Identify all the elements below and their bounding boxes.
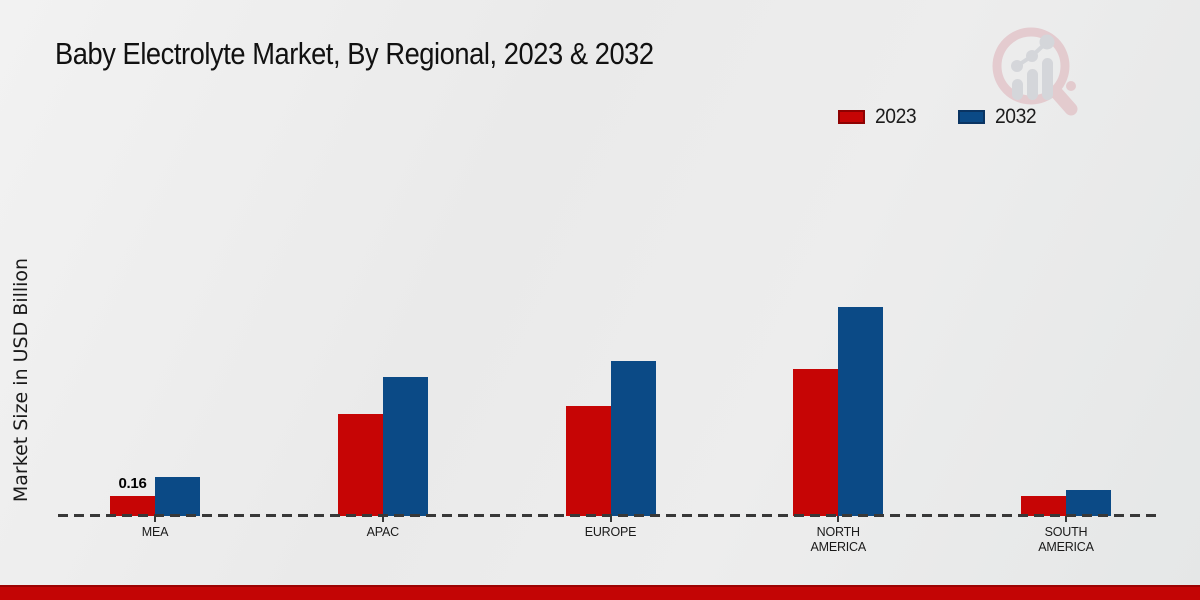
legend-swatch-2032	[957, 110, 985, 124]
bar-2023-apac	[337, 413, 383, 516]
legend-item-2023: 2023	[838, 105, 920, 129]
chart-title: Baby Electrolyte Market, By Regional, 20…	[55, 36, 654, 71]
x-axis-label-north-america: NORTH AMERICA	[810, 525, 867, 554]
x-axis-label-south-america: SOUTH AMERICA	[1038, 525, 1094, 554]
legend-item-2032: 2032	[957, 105, 1040, 129]
x-axis-label-mea: MEA	[141, 525, 169, 539]
legend-label-2023: 2023	[875, 105, 917, 128]
x-axis-label-europe: EUROPE	[584, 525, 637, 539]
bar-2023-mea	[110, 496, 155, 516]
bar-2032-europe	[610, 361, 656, 516]
x-axis-tick	[381, 516, 384, 522]
bar-2032-mea	[155, 477, 200, 516]
x-axis-label-apac: APAC	[366, 525, 400, 539]
bar-2023-north-america	[793, 368, 839, 516]
x-axis-baseline	[58, 514, 1158, 517]
bar-2032-north-america	[838, 307, 884, 516]
bar-2032-apac	[382, 377, 428, 516]
legend: 2023 2032	[838, 105, 1039, 129]
magnifier-bar-chart-logo-icon	[992, 27, 1078, 116]
x-axis-tick	[154, 516, 156, 522]
x-axis-tick	[837, 516, 840, 522]
legend-swatch-2023	[838, 110, 865, 124]
footer-accent-bar	[0, 585, 1200, 600]
legend-label-2032: 2032	[994, 105, 1037, 128]
value-label-2023-mea: 0.16	[118, 475, 147, 492]
bar-2023-south-america	[1021, 496, 1066, 516]
x-axis-tick	[1065, 516, 1067, 522]
x-axis-tick	[609, 516, 612, 522]
bar-2032-south-america	[1066, 489, 1111, 516]
bar-2023-europe	[565, 406, 611, 516]
